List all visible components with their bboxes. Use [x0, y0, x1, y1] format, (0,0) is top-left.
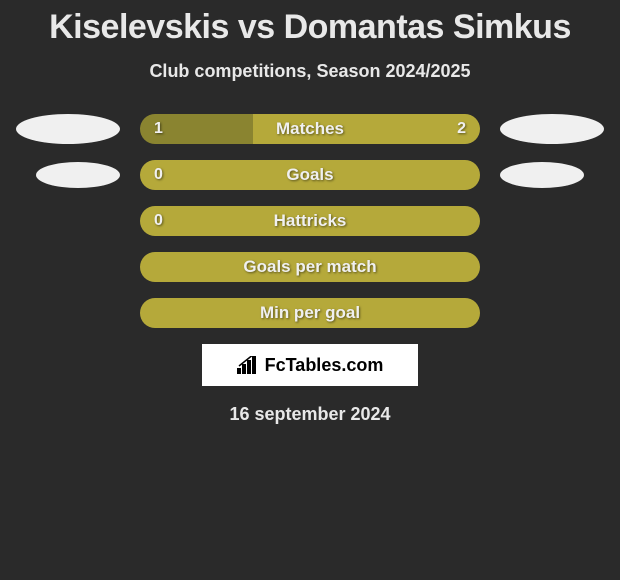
player-right-ellipse [500, 300, 584, 326]
player-left-ellipse [36, 162, 120, 188]
stat-label: Matches [276, 119, 344, 139]
player-right-ellipse [500, 208, 584, 234]
logo-text: FcTables.com [265, 355, 384, 376]
date-label: 16 september 2024 [0, 404, 620, 425]
stat-rows-container: Matches 1 2 Goals 0 Hattricks 0 Goals per match… [0, 114, 620, 328]
stat-value-right: 2 [457, 120, 466, 138]
player-left-ellipse [16, 114, 120, 144]
stat-value-left: 0 [154, 166, 163, 184]
stat-label: Goals [286, 165, 333, 185]
stat-row: Matches 1 2 [0, 114, 620, 144]
player-right-ellipse [500, 162, 584, 188]
player-right-ellipse [500, 254, 584, 280]
stat-bar: Goals per match [140, 252, 480, 282]
stat-value-left: 0 [154, 212, 163, 230]
player-left-ellipse [36, 208, 120, 234]
stat-bar: Goals 0 [140, 160, 480, 190]
chart-icon [237, 356, 259, 374]
page-title: Kiselevskis vs Domantas Simkus [0, 0, 620, 47]
stat-row: Hattricks 0 [0, 206, 620, 236]
stat-label: Min per goal [260, 303, 360, 323]
stat-label: Hattricks [274, 211, 347, 231]
stat-bar: Matches 1 2 [140, 114, 480, 144]
stat-row: Goals 0 [0, 160, 620, 190]
player-right-ellipse [500, 114, 604, 144]
stat-bar: Hattricks 0 [140, 206, 480, 236]
stat-label: Goals per match [243, 257, 376, 277]
page-subtitle: Club competitions, Season 2024/2025 [0, 61, 620, 82]
logo-box: FcTables.com [202, 344, 418, 386]
stat-row: Min per goal [0, 298, 620, 328]
player-left-ellipse [36, 254, 120, 280]
stat-row: Goals per match [0, 252, 620, 282]
stat-value-left: 1 [154, 120, 163, 138]
stat-bar: Min per goal [140, 298, 480, 328]
player-left-ellipse [36, 300, 120, 326]
